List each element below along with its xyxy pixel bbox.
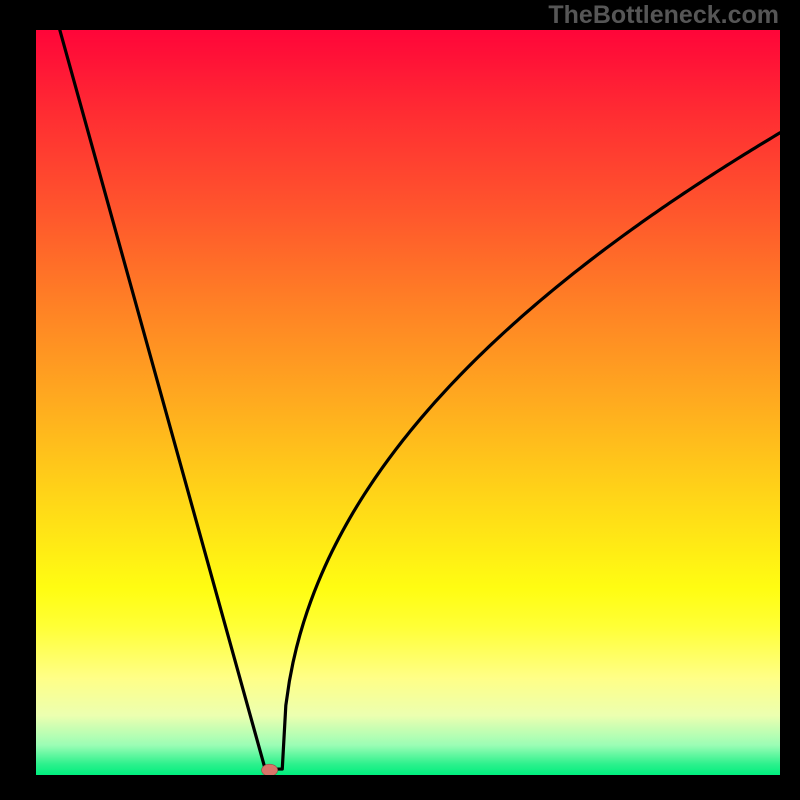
- plot-area: [36, 30, 780, 775]
- curve-layer: [36, 30, 780, 775]
- watermark-text: TheBottleneck.com: [548, 1, 779, 30]
- chart-container: TheBottleneck.com: [0, 0, 800, 800]
- bottleneck-curve: [60, 30, 780, 769]
- minimum-marker: [262, 764, 278, 775]
